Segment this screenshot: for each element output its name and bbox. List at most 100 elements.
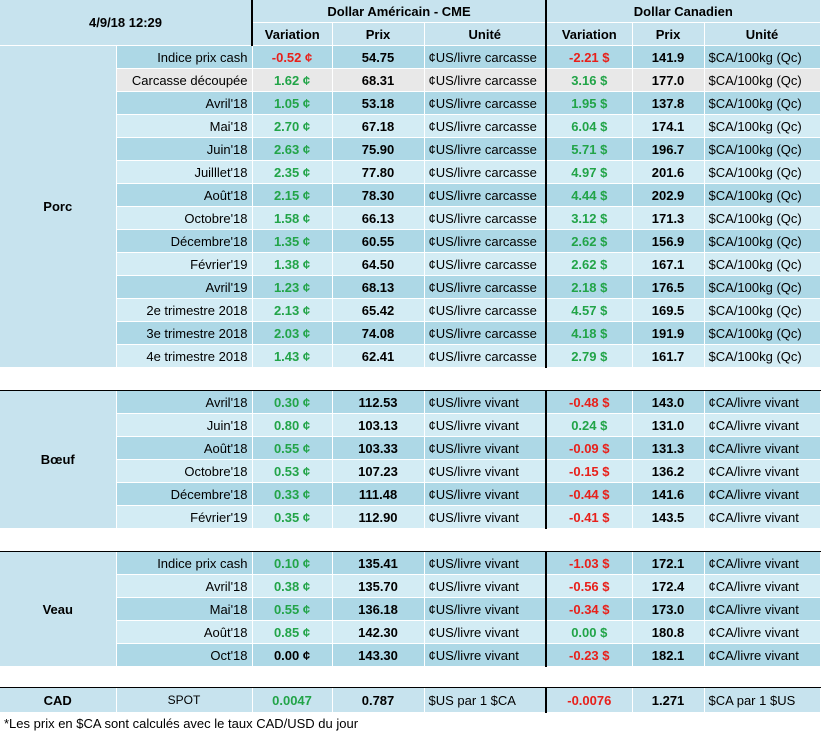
usd-variation: -0.52 ¢ (252, 45, 333, 69)
usd-variation: 0.85 ¢ (252, 620, 333, 644)
cad-variation: -1.03 $ (545, 551, 633, 575)
cad-price: 173.0 (632, 597, 705, 621)
cad-unit: ¢CA/livre vivant (704, 574, 821, 598)
cad-unit: ¢CA/livre vivant (704, 459, 821, 483)
usd-section-title: Dollar Américain - CME (252, 0, 547, 23)
usd-price: 65.42 (332, 298, 425, 322)
usd-price: 67.18 (332, 114, 425, 138)
cad-variation: 2.62 $ (545, 252, 633, 276)
cad-variation: 2.62 $ (545, 229, 633, 253)
usd-price: 68.13 (332, 275, 425, 299)
table-row: Juin'18 0.80 ¢ 103.13 ¢US/livre vivant 0.24 … (0, 413, 821, 437)
usd-variation: 1.58 ¢ (252, 206, 333, 230)
usd-unit: ¢US/livre carcasse (424, 344, 547, 368)
cad-variation: -0.09 $ (545, 436, 633, 460)
usd-price: 143.30 (332, 643, 425, 667)
cad-unit: $CA/100kg (Qc) (704, 344, 821, 368)
usd-price: 111.48 (332, 482, 425, 506)
usd-price: 135.41 (332, 551, 425, 575)
usd-unit: ¢US/livre vivant (424, 413, 547, 437)
cad-variation: -0.44 $ (545, 482, 633, 506)
table-row: Avril'18 0.38 ¢ 135.70 ¢US/livre vivant -0.5… (0, 574, 821, 598)
cad-price: 172.1 (632, 551, 705, 575)
usd-price: 53.18 (332, 91, 425, 115)
usd-unit: ¢US/livre vivant (424, 551, 547, 575)
price-table: 4/9/18 12:29 Dollar Américain - CME Doll… (0, 0, 821, 713)
table-row: Carcasse découpée 1.62 ¢ 68.31 ¢US/livre ca… (0, 68, 821, 92)
usd-variation: 0.0047 (252, 687, 333, 713)
cad-price: 196.7 (632, 137, 705, 161)
section-separator (0, 367, 821, 391)
cad-unit: ¢CA/livre vivant (704, 436, 821, 460)
cad-unit: $CA/100kg (Qc) (704, 68, 821, 92)
usd-variation: 1.43 ¢ (252, 344, 333, 368)
usd-unit: ¢US/livre vivant (424, 482, 547, 506)
usd-variation: 0.00 ¢ (252, 643, 333, 667)
table-row: Porc Indice prix cash -0.52 ¢ 54.75 ¢US/livr… (0, 45, 821, 368)
cad-variation: 0.00 $ (545, 620, 633, 644)
usd-unit: ¢US/livre carcasse (424, 321, 547, 345)
usd-price: 78.30 (332, 183, 425, 207)
usd-variation: 0.80 ¢ (252, 413, 333, 437)
usd-variation: 1.62 ¢ (252, 68, 333, 92)
porc-category-label: Porc (0, 45, 117, 368)
cad-price: 171.3 (632, 206, 705, 230)
usd-variation: 0.30 ¢ (252, 390, 333, 414)
usd-price: 136.18 (332, 597, 425, 621)
row-label: 2e trimestre 2018 (116, 298, 253, 322)
separator-cell (0, 528, 821, 552)
usd-unit: ¢US/livre carcasse (424, 229, 547, 253)
table-row: Août'18 0.55 ¢ 103.33 ¢US/livre vivant -0.09… (0, 436, 821, 460)
table-row: Avril'19 1.23 ¢ 68.13 ¢US/livre carcasse 2.1… (0, 275, 821, 299)
cad-unit: ¢CA/livre vivant (704, 482, 821, 506)
usd-prix-header: Prix (332, 22, 425, 46)
veau-category-label: Veau (0, 551, 117, 667)
usd-price: 112.53 (332, 390, 425, 414)
usd-unit: ¢US/livre carcasse (424, 206, 547, 230)
usd-unit: ¢US/livre carcasse (424, 298, 547, 322)
cad-unit: $CA/100kg (Qc) (704, 298, 821, 322)
usd-price: 142.30 (332, 620, 425, 644)
row-label: Mai'18 (116, 597, 253, 621)
boeuf-category-label: Bœuf (0, 390, 117, 529)
cad-variation: 4.97 $ (545, 160, 633, 184)
cad-variation: 3.12 $ (545, 206, 633, 230)
usd-unit: ¢US/livre vivant (424, 574, 547, 598)
usd-price: 103.13 (332, 413, 425, 437)
footnote: *Les prix en $CA sont calculés avec le t… (4, 716, 359, 731)
usd-unit: ¢US/livre vivant (424, 390, 547, 414)
price-table-body: 4/9/18 12:29 Dollar Américain - CME Doll… (0, 0, 821, 713)
cad-price: 182.1 (632, 643, 705, 667)
usd-unit: ¢US/livre carcasse (424, 252, 547, 276)
table-row: 2e trimestre 2018 2.13 ¢ 65.42 ¢US/livre ca… (0, 298, 821, 322)
usd-variation: 0.53 ¢ (252, 459, 333, 483)
usd-variation: 2.03 ¢ (252, 321, 333, 345)
cad-section-title: Dollar Canadien (545, 0, 821, 23)
row-label: Oct'18 (116, 643, 253, 667)
table-row: Avril'18 1.05 ¢ 53.18 ¢US/livre carcasse 1.9… (0, 91, 821, 115)
row-label: Juin'18 (116, 413, 253, 437)
cad-variation: 4.57 $ (545, 298, 633, 322)
table-row: Juilllet'18 2.35 ¢ 77.80 ¢US/livre carcasse… (0, 160, 821, 184)
usd-price: 112.90 (332, 505, 425, 529)
usd-price: 64.50 (332, 252, 425, 276)
usd-price: 54.75 (332, 45, 425, 69)
table-row: Oct'18 0.00 ¢ 143.30 ¢US/livre vivant -0.23 … (0, 643, 821, 667)
usd-price: 68.31 (332, 68, 425, 92)
table-row: Août'18 2.15 ¢ 78.30 ¢US/livre carcasse 4.44… (0, 183, 821, 207)
cad-unit: $CA/100kg (Qc) (704, 137, 821, 161)
row-label: Octobre'18 (116, 459, 253, 483)
usd-variation: 0.55 ¢ (252, 597, 333, 621)
row-label: Avril'18 (116, 390, 253, 414)
usd-price: 0.787 (332, 687, 425, 713)
usd-price: 74.08 (332, 321, 425, 345)
cad-price: 201.6 (632, 160, 705, 184)
cad-price: 191.9 (632, 321, 705, 345)
usd-variation: 2.15 ¢ (252, 183, 333, 207)
usd-variation: 1.35 ¢ (252, 229, 333, 253)
cad-price: 136.2 (632, 459, 705, 483)
usd-variation: 0.33 ¢ (252, 482, 333, 506)
table-row: Juin'18 2.63 ¢ 75.90 ¢US/livre carcasse 5.71… (0, 137, 821, 161)
usd-variation-header: Variation (252, 22, 333, 46)
row-label: Août'18 (116, 183, 253, 207)
